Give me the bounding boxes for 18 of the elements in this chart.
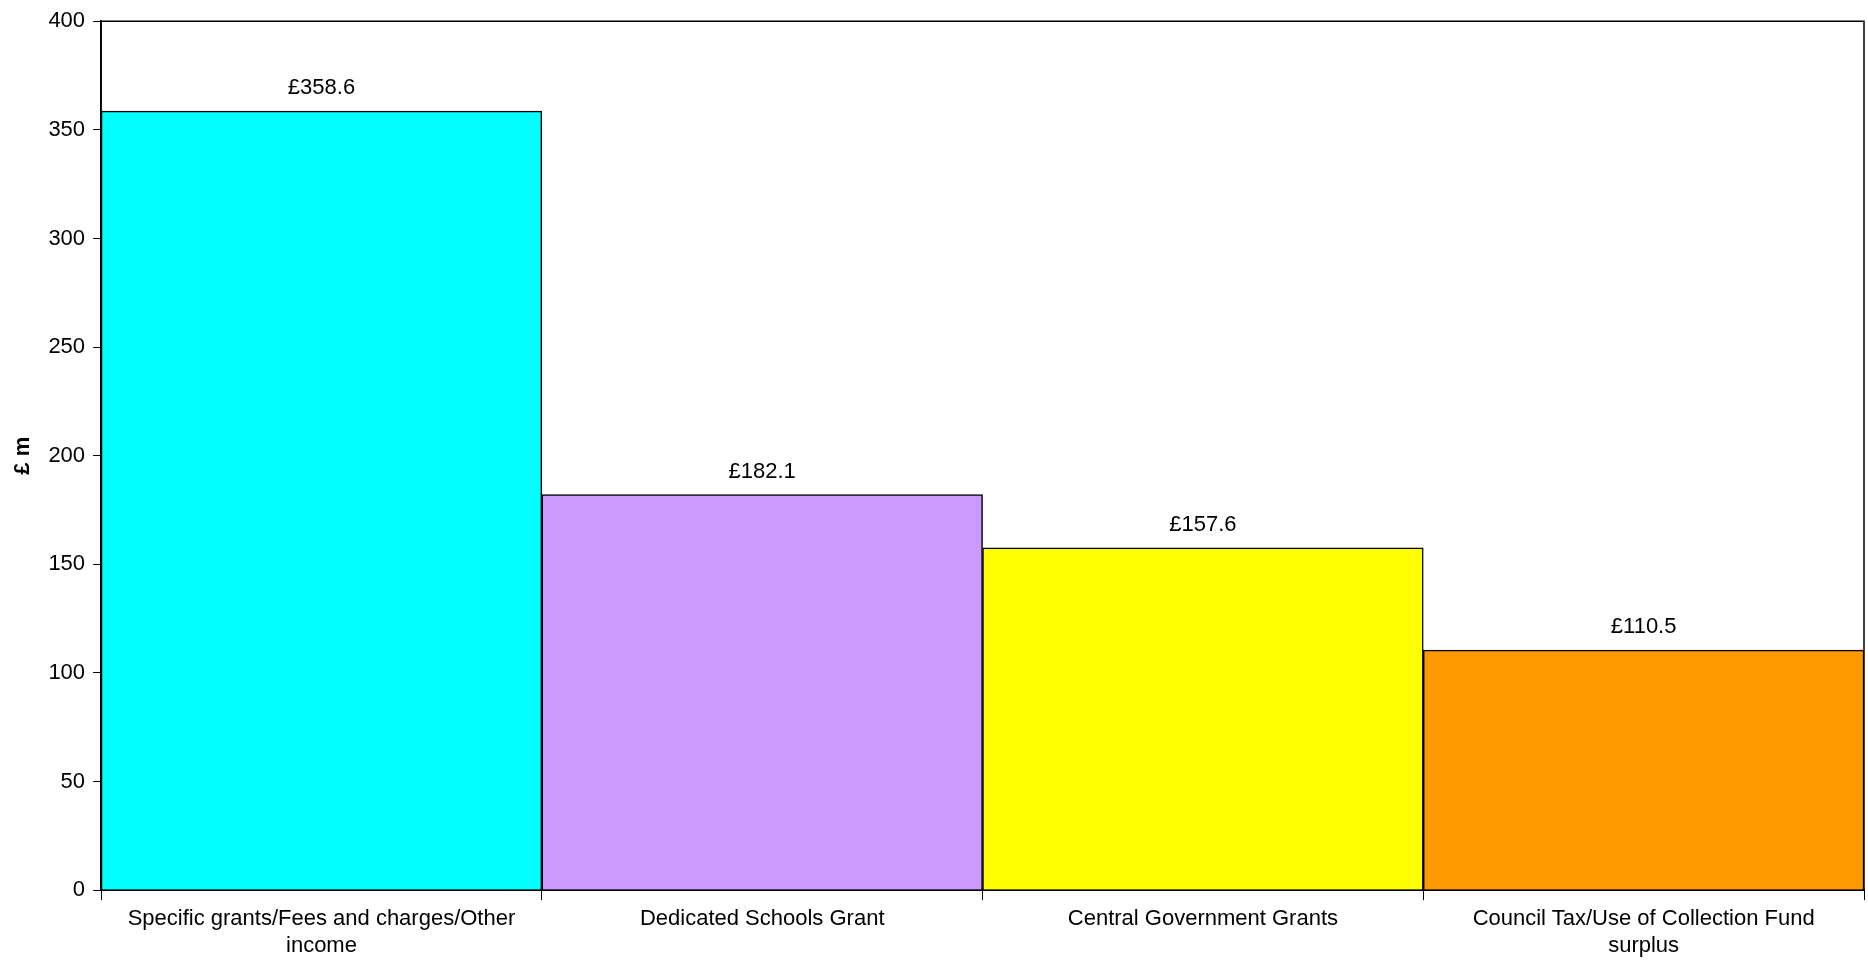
y-tick-label: 200 [48, 441, 86, 467]
y-axis-title: £ m [9, 436, 35, 475]
data-label: £157.6 [1169, 510, 1237, 536]
data-label: £182.1 [728, 457, 796, 483]
y-tick-label: 0 [72, 876, 86, 902]
x-tick-label: Central Government Grants [1067, 905, 1339, 931]
y-tick-label: 150 [48, 550, 86, 576]
y-tick-label: 50 [60, 767, 86, 793]
y-tick-label: 300 [48, 224, 86, 250]
y-tick-label: 400 [48, 7, 86, 33]
x-tick-label: Council Tax/Use of Collection Fund surplus [1472, 905, 1815, 957]
y-tick-label: 100 [48, 659, 86, 685]
y-tick-label: 250 [48, 333, 86, 359]
x-tick-label: Specific grants/Fees and charges/Other income [127, 905, 516, 957]
data-label: £110.5 [1610, 613, 1677, 639]
data-label: £358.6 [287, 74, 356, 100]
x-tick-label: Dedicated Schools Grant [639, 905, 885, 931]
y-tick-label: 350 [48, 115, 86, 141]
